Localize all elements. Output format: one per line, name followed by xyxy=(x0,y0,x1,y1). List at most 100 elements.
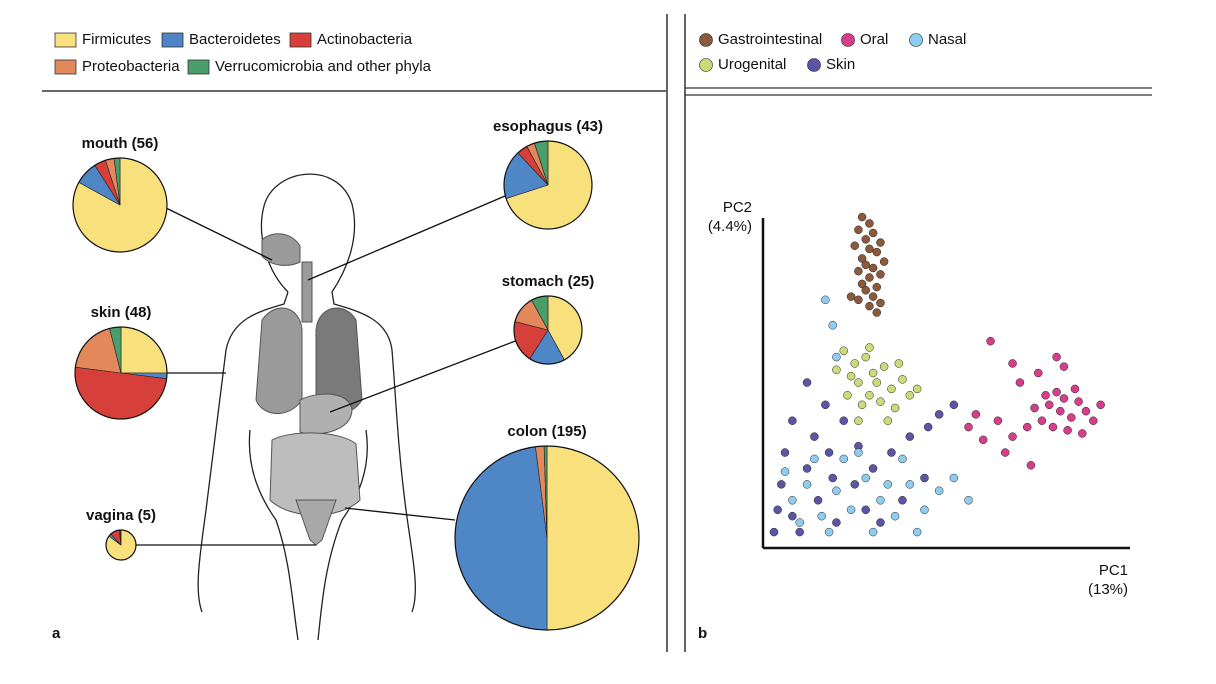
scatter-point xyxy=(857,254,867,263)
scatter-point xyxy=(934,410,944,419)
scatter-point xyxy=(854,448,863,457)
scatter-point xyxy=(949,473,959,483)
pie-slice xyxy=(546,445,640,631)
scatter-point xyxy=(883,416,893,425)
connector xyxy=(165,207,273,261)
scatter-point xyxy=(850,241,859,250)
scatter-point xyxy=(923,422,933,432)
legend-label: Proteobacteria xyxy=(82,58,180,75)
scatter-point xyxy=(843,391,852,400)
legend-label: Oral xyxy=(860,31,888,48)
y-axis-label: (4.4%) xyxy=(708,218,752,235)
scatter-point xyxy=(821,400,830,410)
scatter-point xyxy=(912,384,922,394)
scatter-point xyxy=(821,295,830,305)
scatter-point xyxy=(868,228,878,238)
scatter-point xyxy=(1008,359,1017,368)
scatter-point xyxy=(868,527,878,537)
pie-title: skin (48) xyxy=(91,304,152,321)
scatter-point xyxy=(898,496,907,505)
scatter-point xyxy=(832,352,841,362)
scatter-point xyxy=(832,486,841,495)
scatter-point xyxy=(846,292,856,301)
scatter-point xyxy=(949,400,959,410)
legend-label: Actinobacteria xyxy=(317,31,413,48)
scatter-point xyxy=(883,480,893,489)
legend-label: Nasal xyxy=(928,31,966,48)
scatter-point xyxy=(1078,429,1087,438)
scatter-point xyxy=(905,391,915,400)
legend-swatch xyxy=(161,32,184,48)
scatter-point xyxy=(876,518,885,527)
legend-marker xyxy=(699,58,713,72)
scatter-point xyxy=(898,375,907,384)
scatter-point xyxy=(839,454,848,464)
legend-marker xyxy=(841,33,855,47)
pie-outline xyxy=(513,295,583,365)
scatter-point xyxy=(993,416,1003,425)
scatter-point xyxy=(846,371,856,381)
scatter-point xyxy=(865,301,874,311)
scatter-point xyxy=(854,266,863,276)
scatter-point xyxy=(828,473,837,483)
scatter-point xyxy=(872,282,882,292)
scatter-point xyxy=(817,511,826,521)
scatter-point xyxy=(905,432,915,441)
scatter-point xyxy=(861,286,871,295)
scatter-point xyxy=(872,308,882,317)
connector xyxy=(344,507,456,521)
scatter-point xyxy=(795,527,804,537)
scatter-point xyxy=(773,505,782,515)
scatter-point xyxy=(876,270,885,279)
scatter-point xyxy=(857,279,867,289)
scatter-point xyxy=(868,464,878,473)
legend-label: Firmicutes xyxy=(82,31,151,48)
scatter-point xyxy=(905,480,915,489)
scatter-point xyxy=(854,378,863,387)
pie-outline xyxy=(72,157,168,253)
scatter-point xyxy=(879,362,889,371)
scatter-point xyxy=(894,359,904,368)
scatter-point xyxy=(795,518,804,527)
scatter-point xyxy=(868,263,878,273)
legend-label: Skin xyxy=(826,56,855,73)
y-axis-label: PC2 xyxy=(723,199,752,216)
scatter-point xyxy=(857,212,867,222)
scatter-point xyxy=(1000,448,1010,457)
scatter-point xyxy=(1070,384,1080,394)
legend-marker xyxy=(807,58,821,72)
pie-outline xyxy=(105,529,137,561)
scatter-point xyxy=(854,295,863,305)
legend-label: Bacteroidetes xyxy=(189,31,281,48)
legend-label: Verrucomicrobia and other phyla xyxy=(215,58,432,75)
scatter-point xyxy=(802,378,812,387)
scatter-point xyxy=(813,496,823,505)
scatter-point xyxy=(887,448,896,457)
legend-swatch xyxy=(187,59,210,75)
scatter-point xyxy=(824,448,834,457)
pie-outline xyxy=(454,445,640,631)
scatter-point xyxy=(898,454,907,464)
scatter-point xyxy=(876,496,885,505)
pie-title: vagina (5) xyxy=(86,507,156,524)
scatter-point xyxy=(879,257,889,266)
scatter-point xyxy=(850,359,859,368)
scatter-point xyxy=(857,400,867,410)
scatter-point xyxy=(839,346,848,355)
panel-label: a xyxy=(52,625,61,642)
scatter-point xyxy=(769,527,779,537)
scatter-point xyxy=(920,505,929,515)
scatter-point xyxy=(887,384,896,394)
scatter-point xyxy=(788,511,797,521)
scatter-point xyxy=(876,397,885,406)
scatter-point xyxy=(1052,387,1061,397)
scatter-point xyxy=(824,527,834,537)
scatter-point xyxy=(1059,394,1069,403)
scatter-point xyxy=(861,505,871,515)
scatter-point xyxy=(861,260,871,270)
scatter-point xyxy=(876,238,885,247)
scatter-point xyxy=(1030,403,1039,413)
scatter-point xyxy=(865,273,874,282)
scatter-point xyxy=(1034,368,1043,378)
